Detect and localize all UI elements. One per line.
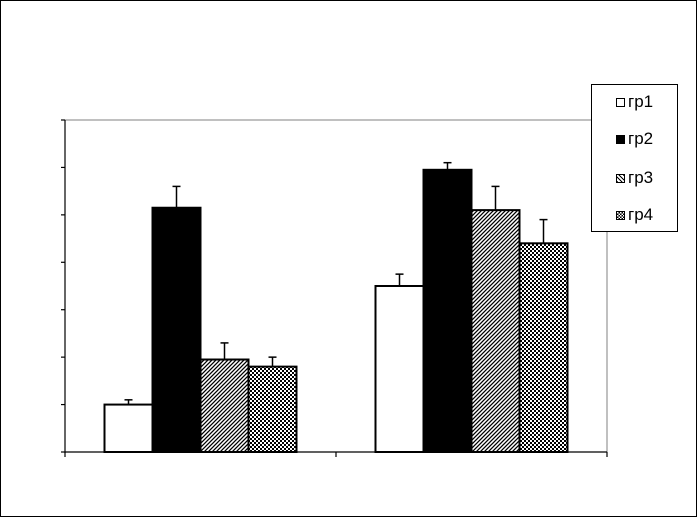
legend-label-gr1: гр1 xyxy=(628,92,654,111)
bars xyxy=(103,168,569,454)
bar-гр4-2 xyxy=(518,242,569,453)
legend-item-gr4: гр4 xyxy=(616,205,653,225)
legend-item-gr2: гр2 xyxy=(616,129,653,149)
bar-гр1-1 xyxy=(103,403,154,454)
bar-гр3-1 xyxy=(199,358,250,453)
legend-swatch-gr2 xyxy=(616,134,625,144)
legend-swatch-gr4 xyxy=(616,210,625,220)
bar-гр2-2 xyxy=(422,168,473,454)
legend-swatch-gr3 xyxy=(616,173,625,183)
legend-item-gr1: гр1 xyxy=(616,92,653,112)
legend-swatch-gr1 xyxy=(616,97,625,107)
legend-item-gr3: гр3 xyxy=(616,168,653,188)
bar-гр3-2 xyxy=(470,209,521,453)
bar-гр4-1 xyxy=(247,365,298,453)
bar-гр2-1 xyxy=(151,206,202,453)
bar-гр1-2 xyxy=(374,285,425,453)
legend-label-gr4: гр4 xyxy=(628,205,654,224)
error-bars xyxy=(124,161,548,405)
legend-label-gr3: гр3 xyxy=(628,168,654,187)
legend-label-gr2: гр2 xyxy=(628,129,654,148)
legend: гр1 гр2 гр3 гр4 xyxy=(591,84,678,232)
